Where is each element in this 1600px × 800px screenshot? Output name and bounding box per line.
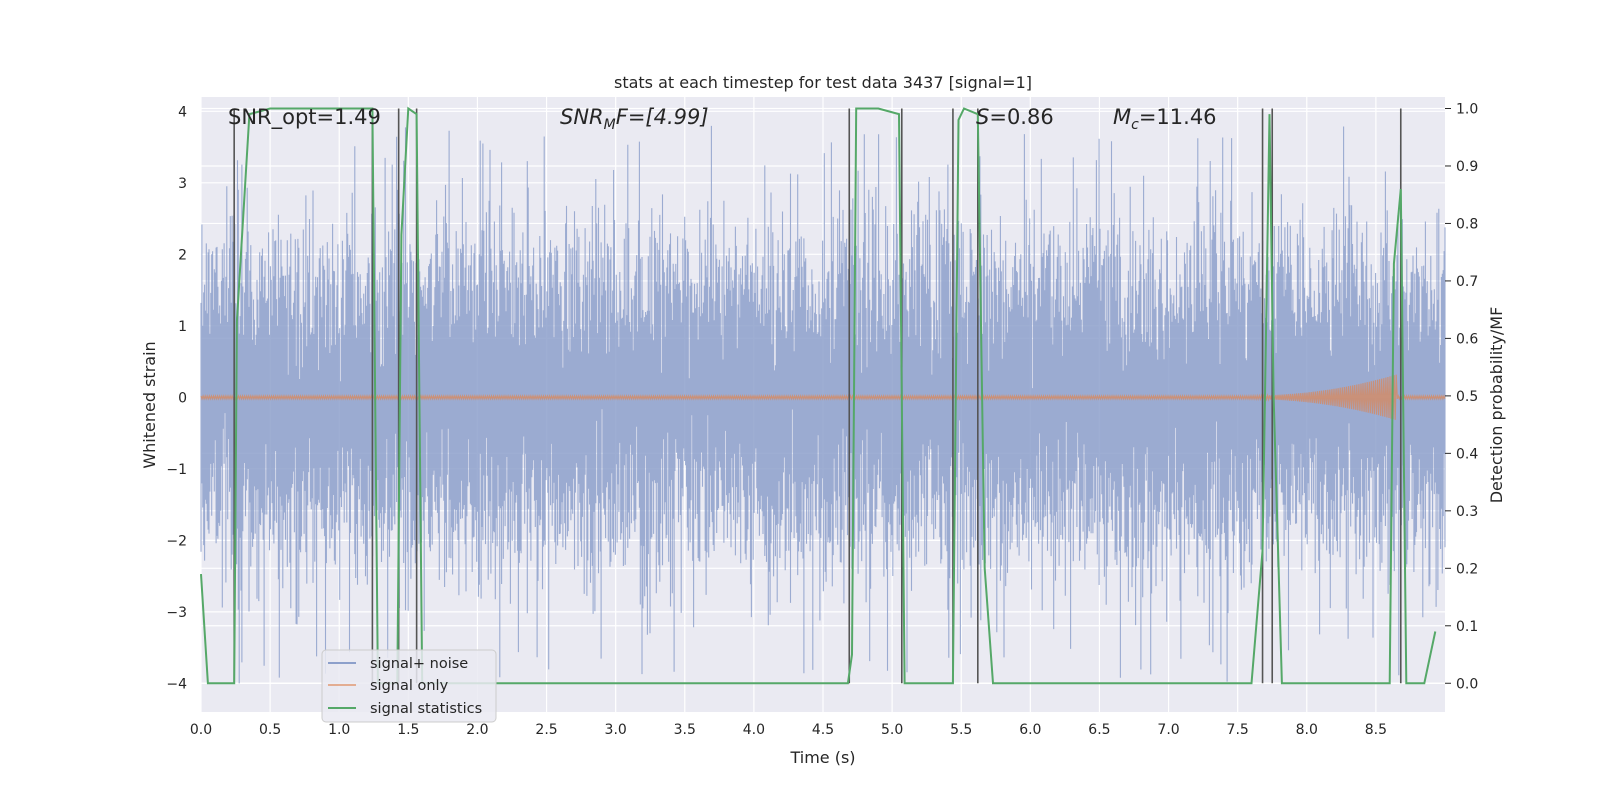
y-right-axis-label: Detection probability/MF [1487, 307, 1506, 504]
annotation-mc: Mc=11.46 [1113, 105, 1217, 133]
x-tick-label: 8.0 [1296, 722, 1318, 738]
y-right-tick-label: 0.4 [1456, 446, 1478, 462]
x-tick-label: 3.0 [605, 722, 627, 738]
x-tick-label: 4.0 [743, 722, 765, 738]
y-left-tick-label: 3 [178, 176, 187, 192]
y-left-axis-label: Whitened strain [140, 341, 159, 468]
annotation-snr-mf: SNRMF=[4.99] [560, 105, 709, 133]
annotation-mc-value: =11.46 [1139, 105, 1217, 129]
x-tick-label: 0.5 [259, 722, 281, 738]
y-left-tick-label: −2 [166, 533, 187, 549]
annotation-snr-mf-name: SNR [560, 105, 604, 129]
annotation-snr-mf-rest: F=[4.99] [616, 105, 709, 129]
legend: signal+ noise signal only signal statist… [321, 649, 497, 723]
y-right-axis-ticks: 0.0 0.1 0.2 0.3 0.4 0.5 0.6 0.7 0.8 0.9 1.0 [1445, 101, 1478, 692]
legend-label-statistics: signal statistics [370, 701, 482, 717]
y-right-tick-label: 1.0 [1456, 101, 1478, 117]
y-left-tick-label: 2 [178, 247, 187, 263]
x-tick-label: 8.5 [1365, 722, 1387, 738]
annotation-snr-opt: SNR_opt=1.49 [228, 105, 381, 130]
annotation-mc-name: M [1113, 105, 1131, 129]
y-left-axis-ticks: −4 −3 −2 −1 0 1 2 3 4 [166, 104, 187, 692]
series-signal-only [200, 374, 1446, 420]
x-tick-label: 7.0 [1157, 722, 1179, 738]
y-right-tick-label: 0.1 [1456, 619, 1478, 635]
signal-trace [200, 374, 1446, 420]
y-right-tick-label: 0.2 [1456, 561, 1478, 577]
x-tick-label: 2.5 [535, 722, 557, 738]
y-left-tick-label: −1 [166, 462, 187, 478]
y-left-tick-label: 4 [178, 104, 187, 120]
annotation-s: S=0.86 [976, 105, 1054, 129]
x-tick-label: 6.0 [1019, 722, 1041, 738]
x-tick-label: 3.5 [674, 722, 696, 738]
annotation-mc-sub: c [1131, 117, 1139, 133]
y-left-tick-label: −4 [166, 676, 187, 692]
x-tick-label: 6.5 [1088, 722, 1110, 738]
y-left-tick-label: −3 [166, 605, 187, 621]
x-tick-label: 5.5 [950, 722, 972, 738]
annotation-s-value: =0.86 [989, 105, 1053, 129]
x-tick-label: 5.0 [881, 722, 903, 738]
y-left-tick-label: 0 [178, 390, 187, 406]
y-right-tick-label: 0.6 [1456, 331, 1478, 347]
x-tick-label: 2.0 [466, 722, 488, 738]
x-tick-label: 4.5 [812, 722, 834, 738]
y-right-tick-label: 0.9 [1456, 159, 1478, 175]
statistics-line [200, 106, 1437, 685]
x-tick-label: 1.0 [328, 722, 350, 738]
y-right-tick-label: 0.8 [1456, 216, 1478, 232]
legend-box [321, 649, 497, 723]
chart-title: stats at each timestep for test data 343… [614, 73, 1032, 92]
y-right-tick-label: 0.0 [1456, 676, 1478, 692]
annotation-snr-mf-sub: M [604, 117, 616, 133]
x-axis-label: Time (s) [789, 748, 855, 767]
legend-label-noise: signal+ noise [370, 656, 468, 672]
series-signal-statistics [200, 106, 1437, 685]
y-right-tick-label: 0.7 [1456, 274, 1478, 290]
annotation-s-name: S [976, 105, 989, 129]
x-tick-label: 0.0 [190, 722, 212, 738]
y-left-tick-label: 1 [178, 319, 187, 335]
legend-label-signal: signal only [370, 678, 449, 694]
x-tick-label: 1.5 [397, 722, 419, 738]
y-right-tick-label: 0.3 [1456, 504, 1478, 520]
x-tick-label: 7.5 [1227, 722, 1249, 738]
x-axis-ticks: 0.0 0.5 1.0 1.5 2.0 2.5 3.0 3.5 4.0 4.5 5.0 5.5 6.0 6… [190, 722, 1387, 738]
y-right-tick-label: 0.5 [1456, 389, 1478, 405]
